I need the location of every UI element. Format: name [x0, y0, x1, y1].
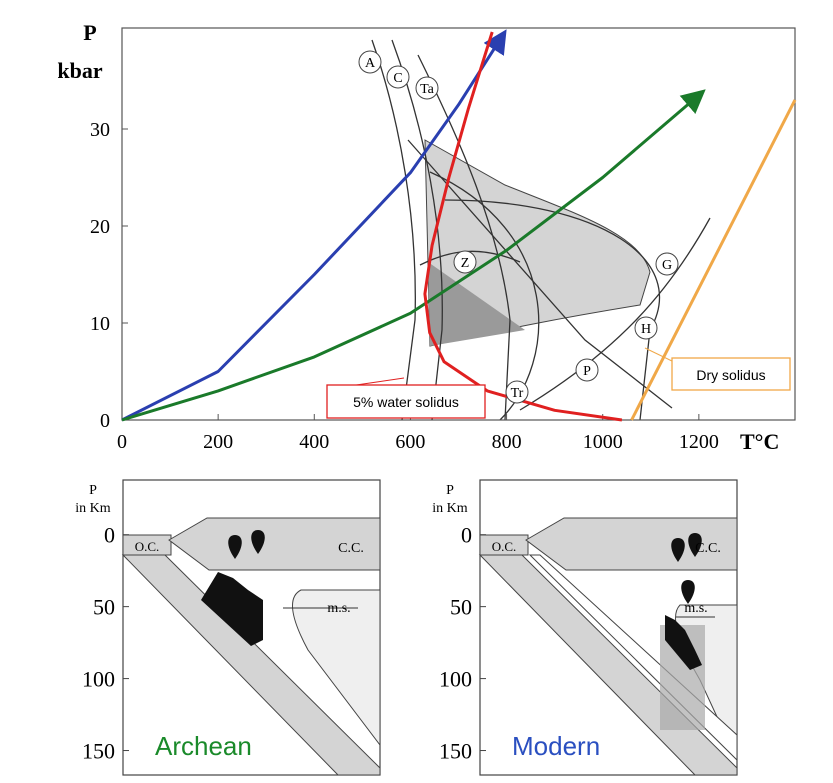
y-tick-label: 150 [439, 739, 472, 764]
x-tick-label: 600 [395, 431, 425, 453]
curve [121, 29, 507, 422]
y-axis-label: P [89, 483, 97, 498]
curve-label-ring [358, 50, 382, 74]
curve-label: C [393, 71, 402, 86]
leader [644, 347, 675, 363]
curve-label-ring [634, 316, 658, 340]
y-tick-label: 0 [104, 523, 115, 548]
label-box [326, 384, 486, 419]
y-tick-label: 10 [90, 313, 110, 335]
melt-drop [681, 580, 695, 604]
curve-label-ring [415, 76, 439, 100]
y-tick-label: 0 [100, 410, 110, 432]
continental-crust [525, 517, 738, 571]
cc-label: C.C. [695, 541, 721, 556]
panel: O.C. C.C. m.s. 0 50 100 150 Pin Km Modern [432, 479, 738, 776]
ms-label: m.s. [327, 601, 350, 616]
curve [630, 99, 797, 421]
x-tick-label: 1000 [583, 431, 623, 453]
curve-label: Tr [511, 386, 524, 401]
y-tick-label: 20 [90, 216, 110, 238]
y-tick-label: 50 [450, 595, 472, 620]
melt-zone [665, 615, 702, 670]
oc-label: O.C. [492, 539, 517, 554]
curve-label: H [641, 322, 651, 337]
panel-title: Modern [512, 731, 600, 761]
y-tick-label: 100 [439, 667, 472, 692]
oceanic-crust [122, 534, 172, 556]
melt-drop [671, 538, 685, 562]
curve-label-ring [505, 380, 529, 404]
y-axis-label: in Km [75, 501, 111, 516]
continental-crust [168, 517, 381, 571]
oceanic-crust [479, 534, 529, 556]
x-tick-label: 0 [117, 431, 127, 453]
plot-frame [121, 27, 796, 421]
panel: O.C. C.C. m.s. 0 50 100 150 Pin Km Archean [75, 479, 381, 776]
series-label: Dry solidus [696, 367, 765, 383]
y-axis-label: P [446, 483, 454, 498]
y-tick-label: 50 [93, 595, 115, 620]
curve-label: Z [461, 256, 470, 271]
x-tick-label: 200 [203, 431, 233, 453]
x-tick-label: 400 [299, 431, 329, 453]
curve-label: Ta [420, 82, 435, 97]
series-label: 5% water solidus [353, 394, 459, 410]
curve-label-ring [386, 65, 410, 89]
mantle-region [292, 589, 381, 747]
x-tick-label: 1200 [679, 431, 719, 453]
melt-zone [201, 572, 263, 646]
curve-label: P [583, 364, 591, 379]
label-box [671, 357, 791, 391]
ms-label: m.s. [684, 601, 707, 616]
y-tick-label: 100 [82, 667, 115, 692]
y-tick-label: 30 [90, 119, 110, 141]
panel-title: Archean [155, 731, 252, 761]
y-axis-label: in Km [432, 501, 468, 516]
x-tick-label: 800 [492, 431, 522, 453]
melt-drop [251, 530, 265, 554]
cc-label: C.C. [338, 541, 364, 556]
y-tick-label: 150 [82, 739, 115, 764]
curve [121, 89, 706, 422]
melt-drop [688, 533, 702, 557]
curve-label-ring [575, 358, 599, 382]
y-axis-label: P [83, 20, 96, 45]
oc-label: O.C. [135, 539, 160, 554]
curve-label-ring [453, 250, 477, 274]
y-tick-label: 0 [461, 523, 472, 548]
curve-label-ring [655, 252, 679, 276]
pt-fields [371, 39, 711, 421]
melt-drop [228, 535, 242, 559]
y-axis-label: kbar [57, 58, 102, 83]
x-axis-label: T°C [740, 429, 779, 454]
curve-label: G [662, 258, 672, 273]
curve-label: A [365, 56, 376, 71]
